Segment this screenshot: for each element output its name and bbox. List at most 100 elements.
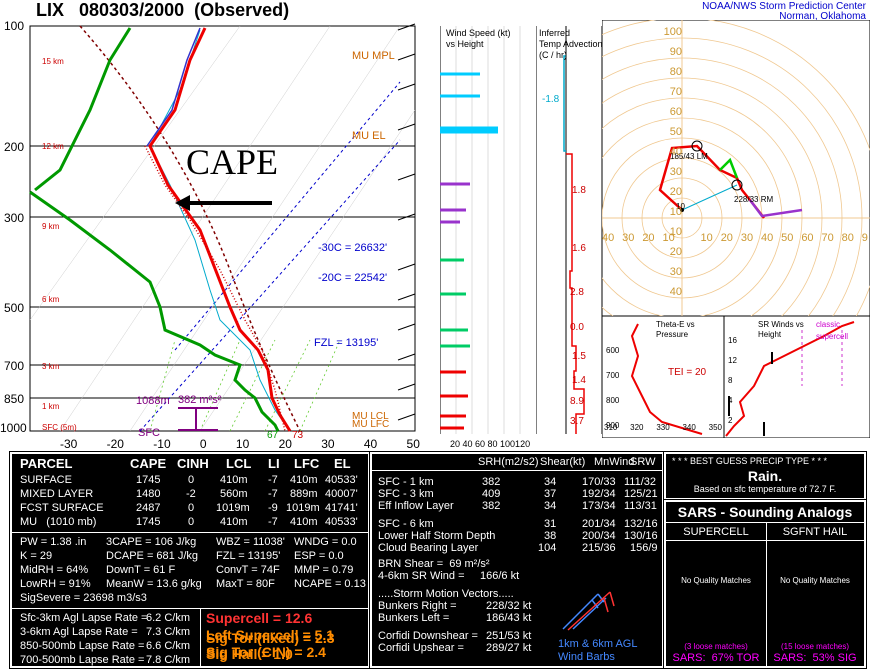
sr-winds-panel (724, 316, 870, 438)
col-cinh: CINH (177, 456, 209, 471)
pw-value: PW = 1.38 .in (20, 536, 87, 548)
h-label: 12 km (42, 142, 64, 151)
theta-title-2: Pressure (656, 330, 689, 339)
col-mnwind: MnWind (594, 456, 635, 468)
cell: SFC - 6 km (378, 518, 434, 530)
tadv-val: 2.8 (570, 287, 584, 298)
x-label: 40 (761, 232, 774, 244)
midrh: MidRH = 64% (20, 564, 89, 576)
cell: 173/34 (582, 500, 616, 512)
convt: ConvT = 74F (216, 564, 280, 576)
precip-panel: * * * BEST GUESS PRECIP TYPE * * * Rain.… (663, 451, 867, 501)
cell: 410m (220, 516, 248, 528)
sars-col-supercell: SUPERCELL (683, 526, 749, 538)
org-line-1: NOAA/NWS Storm Prediction Center (702, 1, 866, 12)
wind-panel-axis: 20 40 60 80 100120 (450, 439, 531, 449)
ring-label: 30 (669, 266, 682, 278)
p-label-100: 100 (4, 19, 25, 33)
dcape: DCAPE = 681 J/kg (106, 550, 199, 562)
wbz: WBZ = 11038' (216, 536, 285, 548)
srw-supercell: supercell (816, 332, 849, 341)
cell: 111/32 (624, 476, 657, 488)
lapse-value: 7.3 C/km (146, 626, 191, 638)
temp-axis: -30 -20 -10 0 10 20 30 40 50 (60, 437, 420, 451)
bunkers-right-value: 228/32 kt (486, 600, 532, 612)
mu-mpl-label: MU MPL (352, 50, 395, 62)
x-tick: 330 (656, 423, 670, 432)
lapse-label: 3-6km Agl Lapse Rate = (20, 626, 138, 638)
ring-label: 20 (669, 246, 682, 258)
theta-title-1: Theta-E vs (656, 320, 695, 329)
meanw: MeanW = 13.6 g/kg (106, 578, 202, 590)
sigsevere: SigSevere = 23698 m3/s3 (20, 592, 147, 604)
cell: Lower Half Storm Depth (378, 530, 496, 542)
cell: 560m (220, 488, 248, 500)
x-label: 20 (642, 232, 655, 244)
cell: 37 (544, 488, 557, 500)
wind-speed-panel (440, 26, 521, 434)
x-label: 50 (781, 232, 794, 244)
sighail-index: Sig Hail = 1.0 (206, 646, 293, 662)
skewt-diagram (29, 23, 416, 432)
cell: 1480 (136, 488, 161, 500)
col-cape: CAPE (130, 456, 167, 471)
y-tick: 8 (728, 376, 733, 385)
tadv-val: 1.8 (572, 185, 586, 196)
cell: 2487 (136, 502, 161, 514)
ring-label: 80 (669, 66, 682, 78)
theta-yticks: 600 700 800 900 (606, 338, 619, 438)
srw46-value: 166/6 kt (480, 570, 520, 582)
sigtor-fixed-index: Sig Tor (fixed) = 2.3 (206, 630, 335, 646)
iso30-label: -30C = 26632' (318, 242, 388, 254)
cell: 40007' (325, 488, 358, 500)
x-label: 70 (821, 232, 834, 244)
x-label: 9 (861, 232, 868, 244)
t-tick: 20 (278, 437, 292, 451)
x-label: 80 (841, 232, 854, 244)
y-tick: 800 (606, 396, 620, 405)
maxt: MaxT = 80F (216, 578, 275, 590)
cell: -7 (268, 488, 278, 500)
smv-title: .....Storm Motion Vectors..... (378, 588, 514, 600)
mu-el-label: MU EL (352, 130, 386, 142)
h-label: 15 km (42, 57, 64, 66)
dewpoint-trace (29, 27, 280, 432)
cell: 382 (482, 476, 501, 488)
supercell-index: Supercell = 12.6 (206, 610, 313, 626)
cell: SFC - 1 km (378, 476, 434, 488)
sars-loose-2: (15 loose matches) (780, 642, 850, 651)
cell: SFC - 3 km (378, 488, 434, 500)
cell: 192/34 (582, 488, 616, 500)
precip-title: * * * BEST GUESS PRECIP TYPE * * * (672, 456, 828, 466)
tadv-val: 1.6 (572, 243, 586, 254)
fzl: FZL = 13195' (216, 550, 281, 562)
cell: -9 (268, 502, 278, 514)
srw-title-2: Height (758, 330, 782, 339)
cell: 1019m (216, 502, 250, 514)
cell: 40533' (325, 516, 358, 528)
y-tick: 700 (606, 371, 620, 380)
ring-label: 30 (669, 166, 682, 178)
sars-pct-sig: SARS: 53% SIG (773, 652, 857, 664)
bunkers-left-label: Bunkers Left = (378, 612, 450, 624)
cell: SURFACE (20, 474, 72, 486)
h-label: 1 km (42, 402, 60, 411)
mmp: MMP = 0.79 (294, 564, 354, 576)
fzl-label: FZL = 13195' (314, 337, 379, 349)
sigtor-cin-index: Sig Tor (CIN) = 2.4 (206, 644, 326, 660)
srw-yticks: 16 12 8 4 2 (728, 331, 737, 431)
thermo-panel: PARCEL CAPE CINH LCL LI LFC EL SURFACE 1… (9, 451, 371, 669)
y-tick: 2 (728, 416, 733, 425)
k-index: K = 29 (20, 550, 53, 562)
cell: 200/34 (582, 530, 616, 542)
cell: 34 (544, 500, 557, 512)
lapse-value: 7.8 C/km (146, 654, 191, 666)
downt: DownT = 61 F (106, 564, 176, 576)
ncape: NCAPE = 0.13 (294, 578, 366, 590)
srw-classic: classic (816, 320, 841, 329)
srw46-label: 4-6km SR Wind = (378, 570, 465, 582)
td-sfc-label: 67 (267, 430, 279, 441)
hodo-xaxis: 40 30 20 10 10 20 30 40 50 60 70 80 9 (602, 232, 868, 244)
tadv-val: 1.5 (572, 351, 586, 362)
cell: 31 (544, 518, 557, 530)
